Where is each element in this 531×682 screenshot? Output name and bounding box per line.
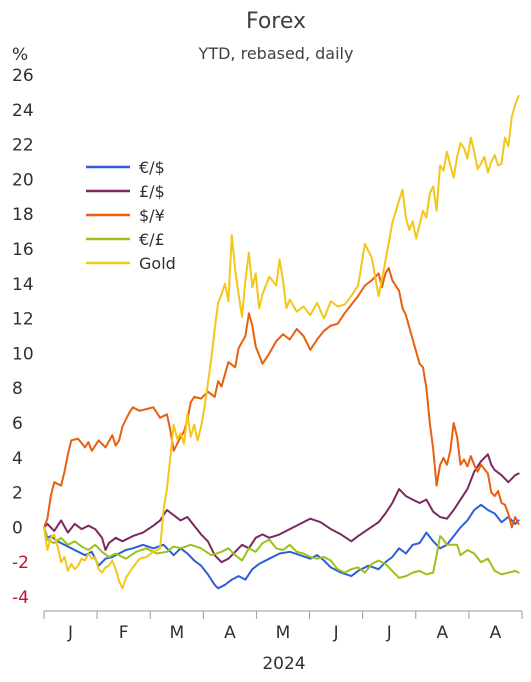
y-tick-label: 20 (12, 170, 34, 190)
y-tick-label: 14 (12, 275, 34, 295)
series-lines (43, 94, 520, 590)
chart-subtitle: YTD, rebased, daily (198, 44, 354, 63)
x-tick-label: M (169, 623, 184, 643)
y-axis-unit: % (12, 45, 28, 65)
y-tick-label: 26 (12, 66, 34, 86)
y-tick-label: -2 (12, 553, 29, 573)
x-tick-label: J (386, 623, 392, 643)
series-line- (43, 267, 520, 529)
x-tick-label: J (333, 623, 339, 643)
x-tick-label: M (276, 623, 291, 643)
x-tick-label: F (119, 623, 129, 643)
series-line- (43, 453, 520, 564)
y-tick-label: 18 (12, 205, 34, 225)
y-tick-label: 22 (12, 136, 34, 156)
series-line-gold (43, 94, 520, 590)
chart-title: Forex (246, 9, 306, 34)
y-tick-label: 2 (12, 484, 23, 504)
y-tick-label: 4 (12, 449, 23, 469)
y-tick-label: -4 (12, 588, 29, 608)
y-tick-label: 8 (12, 379, 23, 399)
legend-label: Gold (139, 254, 176, 273)
x-axis-year-label: 2024 (262, 654, 305, 674)
series-line- (43, 526, 520, 579)
y-tick-label: 12 (12, 310, 34, 330)
y-tick-label: 10 (12, 344, 34, 364)
y-tick-label: 24 (12, 101, 34, 121)
y-tick-label: 16 (12, 240, 34, 260)
y-tick-label: 6 (12, 414, 23, 434)
x-tick-label: A (437, 623, 449, 643)
x-tick-label: A (224, 623, 236, 643)
x-tick-label: A (490, 623, 502, 643)
y-tick-label: 0 (12, 518, 23, 538)
legend-label: €/$ (139, 158, 165, 177)
legend-label: €/£ (139, 230, 165, 249)
legend-label: $/¥ (139, 206, 165, 225)
x-tick-label: J (67, 623, 73, 643)
legend: €/$ £/$ $/¥ €/£ Gold (86, 158, 176, 273)
legend-label: £/$ (139, 182, 165, 201)
